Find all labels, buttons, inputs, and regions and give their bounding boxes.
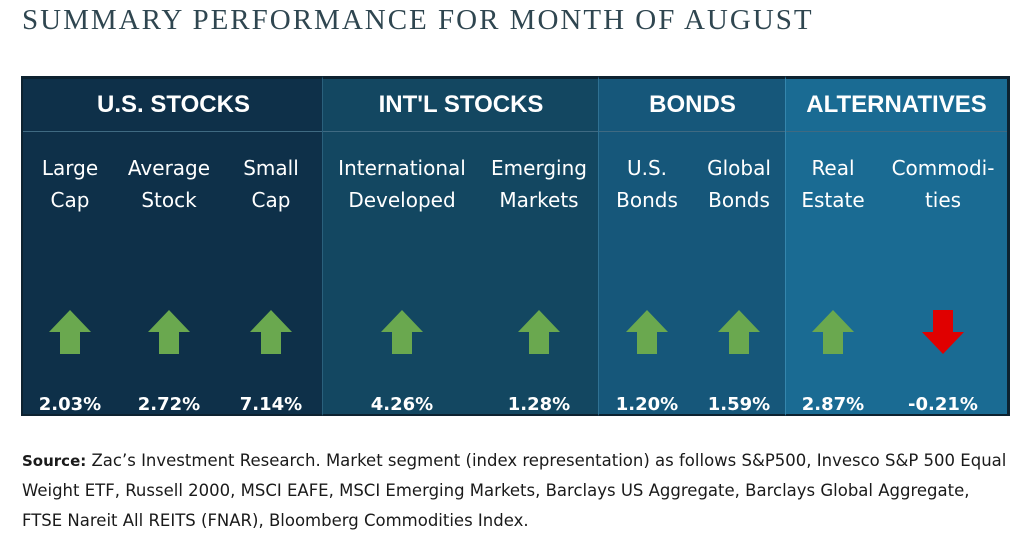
large-cap-column: Large Cap 2.03% [29,132,111,415]
small-cap-label: Small Cap [243,156,299,212]
average-stock-column: Average Stock 2.72% [121,132,217,415]
global-bonds-column: Global Bonds 1.59% [695,132,783,415]
commodities-column: Commodi- ties -0.21% [882,132,1004,415]
source-label: Source: [22,452,87,470]
us-stocks-header: U.S. STOCKS [23,79,324,132]
alternatives-panel: ALTERNATIVES Real Estate 2.87% Commodi- … [785,76,1010,416]
emerging-markets-value: 1.28% [507,394,571,415]
global-bonds-label: Global Bonds [707,156,771,212]
commodities-label: Commodi- ties [891,156,995,212]
up-arrow-icon [49,310,91,354]
bonds-header: BONDS [599,79,786,132]
up-arrow-icon [148,310,190,354]
intl-stocks-header: INT'L STOCKS [323,79,599,132]
average-stock-value: 2.72% [137,394,201,415]
international-developed-value: 4.26% [370,394,434,415]
up-arrow-icon [381,310,423,354]
up-arrow-icon [718,310,760,354]
source-note: Source: Zac’s Investment Research. Marke… [22,446,1012,536]
us-bonds-label: U.S. Bonds [616,156,678,212]
international-developed-label: International Developed [338,156,466,212]
down-arrow-icon [922,310,964,354]
up-arrow-icon [626,310,668,354]
commodities-value: -0.21% [908,394,978,415]
up-arrow-icon [518,310,560,354]
source-text: Zac’s Investment Research. Market segmen… [22,451,1007,530]
up-arrow-icon [250,310,292,354]
bonds-panel: BONDS U.S. Bonds 1.20% Global Bonds 1.59… [598,76,786,416]
small-cap-value: 7.14% [239,394,303,415]
average-stock-label: Average Stock [127,156,211,212]
us-stocks-panel: U.S. STOCKS Large Cap 2.03% Average Stoc… [21,76,324,416]
small-cap-column: Small Cap 7.14% [231,132,311,415]
us-bonds-column: U.S. Bonds 1.20% [603,132,691,415]
global-bonds-value: 1.59% [707,394,771,415]
emerging-markets-label: Emerging Markets [491,156,587,212]
intl-stocks-panel: INT'L STOCKS International Developed 4.2… [322,76,599,416]
large-cap-value: 2.03% [38,394,102,415]
real-estate-value: 2.87% [801,394,865,415]
real-estate-label: Real Estate [801,156,865,212]
international-developed-column: International Developed 4.26% [327,132,477,415]
real-estate-column: Real Estate 2.87% [790,132,876,415]
large-cap-label: Large Cap [41,156,99,212]
page-title: SUMMARY PERFORMANCE FOR MONTH OF AUGUST [22,4,814,36]
us-bonds-value: 1.20% [615,394,679,415]
alternatives-header: ALTERNATIVES [786,79,1007,132]
up-arrow-icon [812,310,854,354]
emerging-markets-column: Emerging Markets 1.28% [483,132,595,415]
